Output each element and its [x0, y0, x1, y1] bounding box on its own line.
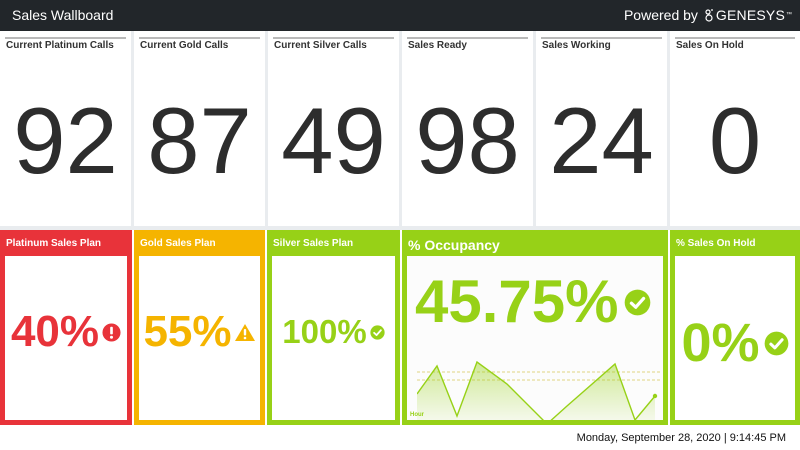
kpi-value: 40%: [10, 307, 100, 356]
kpi-value-wrap: 55%: [139, 310, 260, 354]
kpi-body: 100%: [272, 256, 395, 420]
kpi-body: 0%: [675, 256, 795, 420]
kpi-gold-sales-plan: Gold Sales Plan 55%: [134, 230, 265, 425]
kpi-body: 40%: [5, 256, 127, 420]
exclamation-circle-icon: [102, 322, 121, 342]
check-circle-icon: [624, 289, 650, 315]
stat-label: Sales Working: [542, 40, 611, 51]
stat-value: 92: [13, 88, 118, 193]
kpi-label: Gold Sales Plan: [140, 238, 216, 249]
genesys-brand: GENESYS: [715, 7, 785, 23]
kpi-silver-sales-plan: Silver Sales Plan 100%: [267, 230, 400, 425]
tile-rule: [5, 37, 126, 39]
check-circle-icon: [764, 331, 788, 355]
check-circle-icon: [370, 324, 385, 340]
stat-label: Current Platinum Calls: [6, 40, 114, 51]
kpi-label: Platinum Sales Plan: [6, 238, 102, 249]
kpi-label: % Sales On Hold: [676, 238, 756, 249]
tile-rule: [273, 37, 394, 39]
stat-sales-working: Sales Working 24: [536, 31, 670, 226]
row-divider: [0, 226, 800, 230]
stat-current-silver-calls: Current Silver Calls 49: [268, 31, 402, 226]
stat-label: Sales Ready: [408, 40, 467, 51]
stat-label: Current Silver Calls: [274, 40, 367, 51]
kpi-value-wrap: 0%: [675, 316, 795, 370]
sparkline-area: [417, 362, 655, 424]
kpi-value: 45.75%: [415, 268, 619, 335]
kpi-value-wrap: 40%: [5, 310, 127, 354]
kpi-value-wrap: 100%: [272, 310, 395, 354]
genesys-logo: GENESYS ™: [704, 7, 792, 23]
kpi-occupancy: % Occupancy 45.75% Hour: [402, 230, 668, 425]
powered-by-label: Powered by: [623, 7, 698, 23]
sparkline-endpoint: [652, 393, 658, 399]
top-bar: Sales Wallboard Powered by GENESYS ™: [0, 0, 800, 31]
kpi-sales-on-hold: % Sales On Hold 0%: [670, 230, 800, 425]
kpi-label: % Occupancy: [408, 237, 500, 253]
kpi-body: 45.75% Hour: [407, 256, 663, 424]
timestamp: Monday, September 28, 2020 | 9:14:45 PM: [576, 432, 786, 444]
stat-sales-ready: Sales Ready 98: [402, 31, 536, 226]
kpi-value: 55%: [143, 307, 232, 356]
chart-axis-label: Hour: [410, 412, 424, 418]
kpi-value: 0%: [681, 313, 760, 373]
stat-sales-on-hold: Sales On Hold 0: [670, 31, 800, 226]
warning-triangle-icon: [234, 323, 255, 341]
stat-label: Sales On Hold: [676, 40, 744, 51]
stat-value: 24: [549, 88, 654, 193]
kpi-platinum-sales-plan: Platinum Sales Plan 40%: [0, 230, 132, 425]
tile-rule: [541, 37, 662, 39]
tile-rule: [675, 37, 795, 39]
stat-value: 87: [147, 88, 252, 193]
tile-rule: [139, 37, 260, 39]
kpi-label: Silver Sales Plan: [273, 238, 354, 249]
occupancy-sparkline: [417, 360, 661, 424]
stat-current-platinum-calls: Current Platinum Calls 92: [0, 31, 134, 226]
tile-rule: [407, 37, 528, 39]
powered-by: Powered by GENESYS ™: [624, 7, 792, 23]
wallboard-title: Sales Wallboard: [12, 7, 114, 23]
stat-value: 98: [415, 88, 520, 193]
trademark: ™: [786, 12, 792, 18]
sparkline-line: [417, 360, 656, 424]
stat-value: 49: [281, 88, 386, 193]
stat-label: Current Gold Calls: [140, 40, 229, 51]
stat-value: 0: [708, 88, 762, 193]
stat-current-gold-calls: Current Gold Calls 87: [134, 31, 268, 226]
kpi-value-wrap: 45.75%: [415, 272, 663, 332]
kpi-body: 55%: [139, 256, 260, 420]
kpi-value: 100%: [282, 313, 367, 350]
genesys-logo-icon: [705, 8, 713, 22]
